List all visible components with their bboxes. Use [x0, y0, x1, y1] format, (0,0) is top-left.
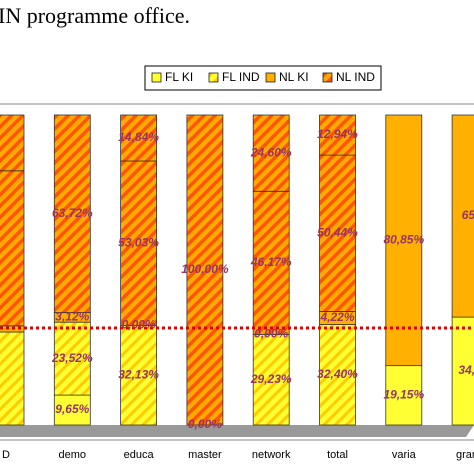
value-label: 23,52%: [51, 351, 93, 365]
value-label: 65,: [462, 208, 474, 222]
legend-swatch: [151, 72, 162, 83]
legend-box: [144, 65, 382, 91]
bar-segment: [0, 331, 25, 426]
legend-swatch: [208, 72, 219, 83]
x-tick-label: educa: [124, 449, 155, 461]
value-label: 50,44%: [317, 225, 358, 239]
value-label: 34,8: [458, 363, 474, 377]
bar-segment: [120, 324, 157, 426]
value-label: 4,22%: [319, 310, 354, 324]
value-label: 32,13%: [118, 367, 159, 381]
bar-segment: [385, 365, 423, 426]
value-label: 0,00%: [122, 318, 156, 332]
bar-segment: [385, 114, 423, 367]
x-tick-label: varia: [392, 449, 417, 461]
value-label: 9,65%: [55, 402, 89, 416]
bar-segment: [319, 114, 356, 156]
value-label: 0,00%: [188, 417, 222, 431]
bar-segment: [53, 114, 91, 313]
bar-segment: [319, 154, 356, 312]
chart-title: IN programme office.: [0, 3, 190, 28]
value-label: 80,85%: [383, 232, 424, 246]
value-label: 0,00%: [254, 327, 288, 341]
bar-segment: [0, 114, 25, 172]
value-label: 29,23%: [250, 372, 292, 386]
value-label: 46,17%: [250, 255, 292, 269]
plot-area: [0, 103, 474, 441]
value-label: 14,84%: [118, 130, 159, 144]
bar-segment: [53, 394, 91, 426]
x-tick-label: grand: [456, 449, 474, 461]
bar-segment: [120, 160, 157, 326]
legend-label: NL KI: [279, 70, 309, 84]
x-tick-label: total: [327, 449, 348, 461]
value-label: 100,00%: [181, 262, 229, 276]
bar-segment: [120, 114, 157, 162]
x-tick-label: demo: [59, 449, 87, 461]
bar-segment: [451, 114, 474, 318]
x-tick-label: master: [188, 449, 222, 461]
legend-label: FL KI: [165, 70, 193, 84]
x-tick-label: network: [252, 449, 291, 461]
value-label: 63,72%: [52, 206, 93, 220]
floor: [0, 425, 474, 437]
value-label: 19,15%: [383, 387, 424, 401]
bar-segment: [319, 324, 356, 426]
value-label: 53,03%: [118, 235, 159, 249]
bar-segment: [252, 190, 290, 335]
legend-swatch: [265, 72, 276, 83]
value-label: 3,12%: [55, 310, 89, 324]
value-label: 32,40%: [317, 367, 358, 381]
bar-segment: [0, 170, 25, 327]
legend-swatch: [322, 72, 333, 83]
value-label: 12,94%: [317, 127, 358, 141]
bar-segment: [252, 114, 290, 192]
legend-label: NL IND: [336, 70, 375, 84]
bar-segment: [186, 114, 224, 426]
value-label: 24,60%: [250, 145, 292, 159]
x-tick-label: D: [2, 449, 10, 461]
legend-label: FL IND: [222, 70, 260, 84]
